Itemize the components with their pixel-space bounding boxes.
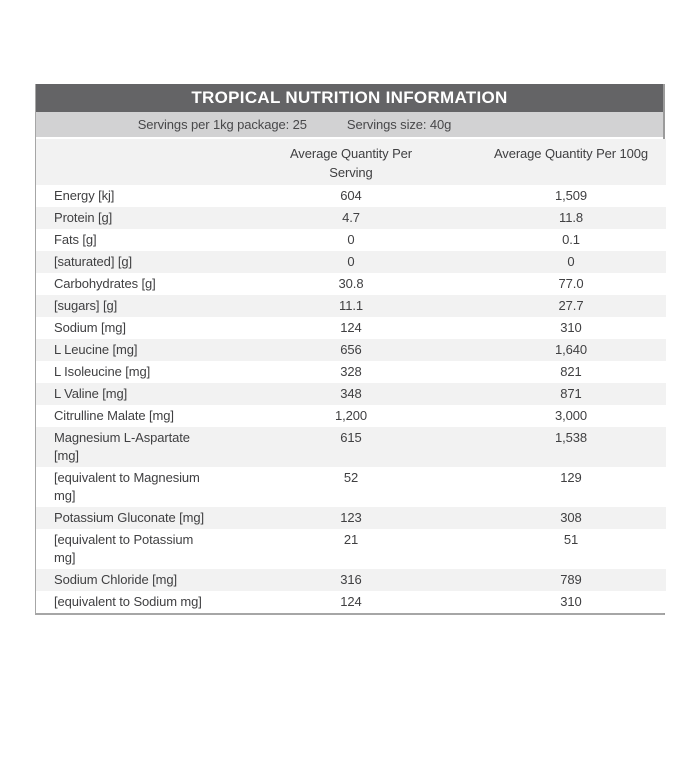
value-per-100g: 310 — [560, 320, 582, 335]
value-per-100g: 1,509 — [554, 188, 588, 203]
table-row: Energy [kj] 604 1,509 — [36, 185, 666, 207]
nutrient-label: Protein [g] — [54, 210, 113, 225]
value-per-serving: 604 — [340, 188, 362, 203]
value-per-100g: 27.7 — [558, 298, 584, 313]
nutrient-label: Sodium [mg] — [54, 320, 126, 335]
value-per-serving: 615 — [340, 430, 362, 445]
table-row: [equivalent to Potassium mg] 21 51 — [36, 529, 666, 569]
value-per-100g: 11.8 — [559, 210, 583, 225]
nutrient-label: [sugars] [g] — [54, 298, 118, 313]
value-per-100g: 0 — [567, 254, 575, 269]
table-row: [equivalent to Sodium mg] 124 310 — [36, 591, 666, 613]
nutrition-table-body: Energy [kj] 604 1,509 Protein [g] 4.7 11… — [36, 185, 666, 613]
value-per-serving: 0 — [347, 232, 355, 247]
value-per-100g: 129 — [560, 470, 582, 485]
value-per-100g: 51 — [563, 532, 579, 547]
nutrient-label: [equivalent to Sodium mg] — [54, 594, 202, 609]
value-per-serving: 348 — [340, 386, 362, 401]
value-per-serving: 656 — [340, 342, 362, 357]
value-per-serving: 328 — [340, 364, 362, 379]
value-per-serving: 4.7 — [342, 210, 360, 225]
nutrient-label: [equivalent to Potassium mg] — [54, 532, 194, 565]
table-row: Protein [g] 4.7 11.8 — [36, 207, 666, 229]
servings-per-package: Servings per 1kg package: 25 — [137, 117, 307, 132]
nutrient-label: Sodium Chloride [mg] — [54, 572, 177, 587]
column-header-per-100g-label: Average Quantity Per 100g — [493, 146, 649, 161]
nutrition-panel: TROPICAL NUTRITION INFORMATION Servings … — [35, 84, 666, 615]
table-row: Fats [g] 0 0.1 — [36, 229, 666, 251]
servings-bar: Servings per 1kg package: 25 Servings si… — [36, 112, 663, 137]
table-row: [sugars] [g] 11.1 27.7 — [36, 295, 666, 317]
table-row: Citrulline Malate [mg] 1,200 3,000 — [36, 405, 666, 427]
value-per-serving: 0 — [347, 254, 355, 269]
table-row: Sodium [mg] 124 310 — [36, 317, 666, 339]
table-row: Sodium Chloride [mg] 316 789 — [36, 569, 666, 591]
nutrient-label: Carbohydrates [g] — [54, 276, 156, 291]
panel-title: TROPICAL NUTRITION INFORMATION — [36, 84, 663, 112]
nutrient-label: Fats [g] — [54, 232, 97, 247]
nutrient-label: Potassium Gluconate [mg] — [54, 510, 205, 525]
nutrition-panel-frame: TROPICAL NUTRITION INFORMATION Servings … — [35, 84, 666, 615]
nutrient-label: Energy [kj] — [54, 188, 115, 203]
table-row: Potassium Gluconate [mg] 123 308 — [36, 507, 666, 529]
column-header-per-100g: Average Quantity Per 100g — [476, 139, 666, 185]
value-per-100g: 77.0 — [558, 276, 584, 291]
divider — [36, 137, 663, 139]
value-per-serving: 124 — [340, 320, 362, 335]
table-row: L Valine [mg] 348 871 — [36, 383, 666, 405]
value-per-serving: 52 — [343, 470, 359, 485]
value-per-serving: 1,200 — [334, 408, 368, 423]
value-per-serving: 11.1 — [339, 298, 363, 313]
value-per-100g: 0.1 — [562, 232, 580, 247]
value-per-100g: 310 — [560, 594, 582, 609]
value-per-100g: 821 — [560, 364, 582, 379]
value-per-100g: 871 — [560, 386, 582, 401]
servings-size: Servings size: 40g — [346, 117, 452, 132]
nutrient-label: L Leucine [mg] — [54, 342, 138, 357]
value-per-serving: 21 — [343, 532, 359, 547]
nutrient-label: L Isoleucine [mg] — [54, 364, 151, 379]
value-per-100g: 3,000 — [554, 408, 588, 423]
table-row: L Isoleucine [mg] 328 821 — [36, 361, 666, 383]
column-header-per-serving: Average Quantity Per Serving — [226, 139, 476, 185]
nutrient-label: Citrulline Malate [mg] — [54, 408, 174, 423]
value-per-100g: 1,640 — [554, 342, 588, 357]
table-row: [saturated] [g] 0 0 — [36, 251, 666, 273]
value-per-serving: 124 — [340, 594, 362, 609]
nutrition-table: Average Quantity Per Serving Average Qua… — [36, 139, 666, 613]
value-per-serving: 316 — [340, 572, 362, 587]
value-per-serving: 30.8 — [338, 276, 364, 291]
column-header-row: Average Quantity Per Serving Average Qua… — [36, 139, 666, 185]
column-header-per-serving-label: Average Quantity Per Serving — [289, 146, 413, 180]
value-per-100g: 789 — [560, 572, 582, 587]
column-header-blank — [36, 139, 226, 185]
table-row: Carbohydrates [g] 30.8 77.0 — [36, 273, 666, 295]
nutrient-label: [equivalent to Magnesium mg] — [54, 470, 200, 503]
nutrient-label: [saturated] [g] — [54, 254, 132, 269]
nutrient-label: Magnesium L-Aspartate [mg] — [54, 430, 190, 463]
value-per-serving: 123 — [340, 510, 362, 525]
nutrient-label: L Valine [mg] — [54, 386, 128, 401]
value-per-100g: 1,538 — [554, 430, 588, 445]
table-row: [equivalent to Magnesium mg] 52 129 — [36, 467, 666, 507]
table-row: Magnesium L-Aspartate [mg] 615 1,538 — [36, 427, 666, 467]
table-row: L Leucine [mg] 656 1,640 — [36, 339, 666, 361]
value-per-100g: 308 — [560, 510, 582, 525]
